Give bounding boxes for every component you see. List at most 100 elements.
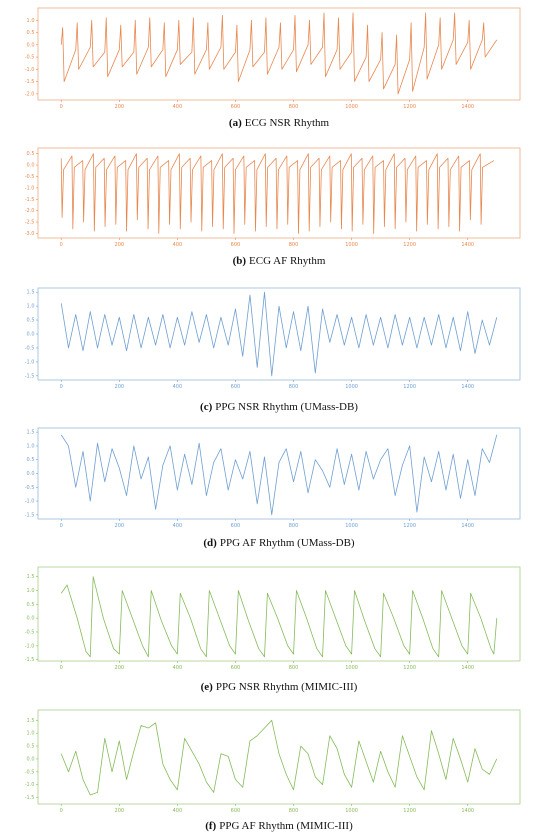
x-tick-label: 200 bbox=[115, 104, 125, 110]
x-tick-label: 400 bbox=[173, 242, 183, 248]
x-tick-label: 1000 bbox=[345, 384, 358, 390]
plot-frame bbox=[37, 709, 521, 805]
panel: 1.0 0.5 0.0 -0.5 -1.0 -1.5 -2.0 0 200 400 600 800 10… bbox=[25, 7, 521, 129]
x-tick-label: 0 bbox=[60, 523, 63, 529]
panel: 1.5 1.0 0.5 0.0 -0.5 -1.0 -1.5 0 200 400 600 800 100… bbox=[25, 287, 521, 413]
x-tick-label: 1000 bbox=[345, 808, 358, 814]
caption-title: ECG AF Rhythm bbox=[249, 255, 326, 267]
line bbox=[60, 153, 495, 234]
line bbox=[60, 291, 498, 377]
y-tick-label: -0.5 bbox=[25, 174, 35, 180]
caption-label: (e) bbox=[201, 681, 214, 693]
x-tick-label: 800 bbox=[289, 384, 299, 390]
x-tick-label: 1400 bbox=[461, 242, 474, 248]
x-tick-label: 800 bbox=[289, 104, 299, 110]
x-tick-label: 0 bbox=[60, 104, 63, 110]
y-tick-label: 1.0 bbox=[27, 443, 35, 449]
x-tick-label: 600 bbox=[231, 523, 241, 529]
x-tick-label: 400 bbox=[173, 523, 183, 529]
x-tick-label: 400 bbox=[173, 104, 183, 110]
y-tick-label: -1.0 bbox=[25, 185, 35, 191]
x-tick-label: 1200 bbox=[403, 665, 416, 671]
plot-frame bbox=[37, 7, 521, 101]
y-tick-label: 0.5 bbox=[27, 30, 35, 36]
y-tick-label: -1.5 bbox=[25, 657, 35, 663]
x-tick-label: 1000 bbox=[345, 523, 358, 529]
y-tick-label: -3.0 bbox=[25, 231, 35, 237]
x-tick-label: 1400 bbox=[461, 523, 474, 529]
x-tick-label: 1400 bbox=[461, 808, 474, 814]
plot-frame bbox=[37, 147, 521, 239]
y-tick-label: 0.0 bbox=[27, 163, 35, 169]
y-tick-label: -1.0 bbox=[25, 782, 35, 788]
x-tick-label: 0 bbox=[60, 242, 63, 248]
y-tick-label: -1.0 bbox=[25, 359, 35, 365]
x-tick-label: 1400 bbox=[461, 665, 474, 671]
line bbox=[60, 576, 498, 658]
x-tick-label: 0 bbox=[60, 808, 63, 814]
y-tick-label: 0.5 bbox=[27, 744, 35, 750]
x-tick-label: 400 bbox=[173, 808, 183, 814]
y-tick-label: -0.5 bbox=[25, 55, 35, 61]
x-tick-label: 1200 bbox=[403, 384, 416, 390]
y-tick-label: 0.0 bbox=[27, 471, 35, 477]
y-tick-label: 1.5 bbox=[27, 430, 35, 436]
x-tick-label: 1400 bbox=[461, 104, 474, 110]
y-tick-label: 0.5 bbox=[27, 151, 35, 157]
y-tick-label: -1.0 bbox=[25, 499, 35, 505]
caption: (b) ECG AF Rhythm bbox=[233, 255, 326, 267]
y-tick-label: -1.5 bbox=[25, 373, 35, 379]
x-tick-label: 600 bbox=[231, 242, 241, 248]
y-tick-label: -0.5 bbox=[25, 345, 35, 351]
y-tick-label: 0.0 bbox=[27, 616, 35, 622]
panel: 1.5 1.0 0.5 0.0 -0.5 -1.0 -1.5 0 200 400 600 800 100… bbox=[25, 566, 521, 693]
y-tick-label: -2.0 bbox=[25, 208, 35, 214]
x-tick-label: 600 bbox=[231, 384, 241, 390]
plot-frame bbox=[37, 427, 521, 520]
caption-title: PPG NSR Rhythm (MIMIC-III) bbox=[216, 681, 358, 693]
x-tick-label: 1200 bbox=[403, 242, 416, 248]
y-tick-label: -1.0 bbox=[25, 67, 35, 73]
y-tick-label: -1.5 bbox=[25, 197, 35, 203]
x-tick-label: 600 bbox=[231, 665, 241, 671]
caption: (a) ECG NSR Rhythm bbox=[229, 117, 330, 129]
caption: (d) PPG AF Rhythm (UMass-DB) bbox=[203, 537, 355, 549]
panel: 0.5 0.0 -0.5 -1.0 -1.5 -2.0 -2.5 -3.0 0 200 400 600… bbox=[25, 147, 521, 267]
x-tick-label: 200 bbox=[115, 665, 125, 671]
caption-title: ECG NSR Rhythm bbox=[245, 117, 330, 129]
y-tick-label: 0.5 bbox=[27, 457, 35, 463]
caption-label: (d) bbox=[203, 537, 217, 549]
caption-title: PPG NSR Rhythm (UMass-DB) bbox=[215, 401, 358, 413]
y-tick-label: -1.5 bbox=[25, 79, 35, 85]
y-tick-label: 1.0 bbox=[27, 588, 35, 594]
caption: (f) PPG AF Rhythm (MIMIC-III) bbox=[205, 820, 353, 832]
x-tick-label: 0 bbox=[60, 384, 63, 390]
x-tick-label: 200 bbox=[115, 384, 125, 390]
caption-title: PPG AF Rhythm (MIMIC-III) bbox=[219, 820, 353, 832]
y-tick-label: 1.0 bbox=[27, 18, 35, 24]
caption-title: PPG AF Rhythm (UMass-DB) bbox=[220, 537, 355, 549]
x-tick-label: 800 bbox=[289, 242, 299, 248]
y-tick-label: -0.5 bbox=[25, 769, 35, 775]
plot-frame bbox=[37, 566, 521, 662]
caption-label: (a) bbox=[229, 117, 242, 129]
y-tick-label: -1.5 bbox=[25, 512, 35, 518]
y-tick-label: 0.5 bbox=[27, 602, 35, 608]
x-tick-label: 1400 bbox=[461, 384, 474, 390]
x-tick-label: 600 bbox=[231, 808, 241, 814]
caption-label: (c) bbox=[200, 401, 213, 413]
x-tick-label: 1000 bbox=[345, 104, 358, 110]
caption: (e) PPG NSR Rhythm (MIMIC-III) bbox=[201, 681, 358, 693]
y-tick-label: 1.0 bbox=[27, 304, 35, 310]
line bbox=[60, 719, 498, 796]
caption: (c) PPG NSR Rhythm (UMass-DB) bbox=[200, 401, 358, 413]
y-tick-label: -2.0 bbox=[25, 91, 35, 97]
y-tick-label: 0.5 bbox=[27, 318, 35, 324]
x-tick-label: 200 bbox=[115, 808, 125, 814]
panel: 1.5 1.0 0.5 0.0 -0.5 -1.0 -1.5 0 200 400 600 800 100… bbox=[25, 709, 521, 832]
y-tick-label: -0.5 bbox=[25, 629, 35, 635]
y-tick-label: 1.5 bbox=[27, 718, 35, 724]
line bbox=[60, 434, 498, 516]
plot-frame bbox=[37, 287, 521, 381]
x-tick-label: 0 bbox=[60, 665, 63, 671]
